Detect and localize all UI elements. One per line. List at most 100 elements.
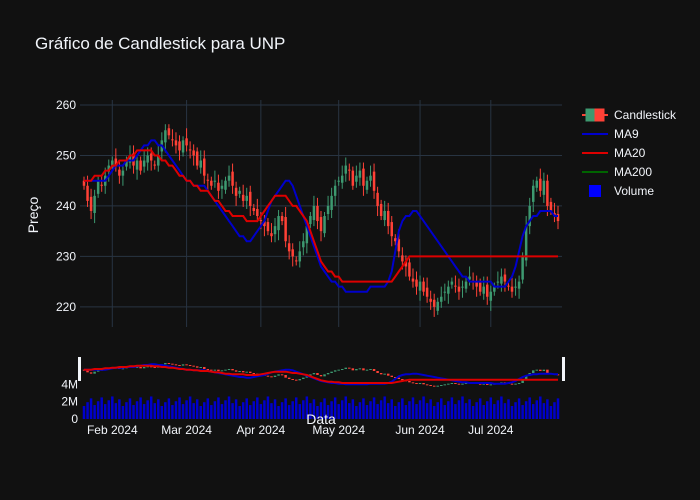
candle-body [323,216,326,234]
volume-bar [107,400,111,419]
x-tick-label: Jul 2024 [468,423,514,437]
candle-body [100,184,103,186]
range-candle [411,382,415,384]
volume-bar [128,398,132,419]
volume-bar [174,401,178,419]
legend-swatch-candle [580,107,610,123]
candle-body [203,158,206,176]
volume-bar [447,401,450,419]
volume-bar [454,404,457,419]
volume-bar [132,405,135,419]
candle-body [390,222,393,237]
volume-bar [440,398,443,419]
volume-tick-label: 0 [71,412,78,426]
candle-body [475,281,478,287]
volume-bar [135,401,139,419]
range-candle [323,374,326,377]
volume-bar [457,400,461,419]
volume-bar [443,405,447,419]
candle-body [337,180,340,182]
range-candle [188,365,192,366]
range-candle [149,366,153,368]
range-candle [270,376,273,378]
volume-bar [241,402,245,419]
candle-body [531,185,535,202]
candle-body [457,286,461,292]
candle-body [213,180,217,182]
range-candle [510,383,514,385]
range-candle [309,374,312,376]
legend-item[interactable]: MA20 [580,143,676,162]
volume-bar [231,403,234,419]
x-tick-label: Apr 2024 [237,423,286,437]
candle-body [287,243,291,252]
range-candle [351,368,355,371]
candle-body [372,171,376,191]
range-ma20-line [84,364,558,384]
range-candle [153,367,156,368]
volume-bar [358,402,362,419]
y-tick-label: 230 [56,249,76,263]
volume-bar [319,402,323,419]
volume-bar [171,405,174,419]
volume-bar [291,401,294,419]
legend-item[interactable]: Volume [580,181,676,200]
candle-body [111,160,114,168]
candle-body [379,203,383,217]
range-candle [383,373,386,375]
candle-body [270,233,273,237]
volume-bar [185,400,188,419]
volume-bar [178,397,181,419]
candle-body [118,169,121,176]
volume-bar [478,398,482,419]
x-axis-title: Data [306,411,336,427]
volume-bar [273,399,277,419]
volume-bar [259,404,263,419]
candle-body [493,286,496,292]
candle-body [256,208,259,217]
volume-bar [224,400,227,419]
range-candle [425,384,429,386]
volume-bar [496,400,500,419]
volume-bar [365,405,369,419]
volume-bar [195,399,199,419]
range-candle [531,370,535,373]
candle-body [142,160,146,167]
candle-body [238,190,241,194]
range-candle [199,367,202,368]
range-candle [121,368,125,370]
candle-body [365,180,369,190]
legend-item[interactable]: MA200 [580,162,676,181]
candle-body [266,222,270,232]
candle-body [348,169,351,171]
candle-body [319,217,323,232]
range-candle [302,377,305,379]
y-axis-title: Preço [25,197,41,234]
candle-body [291,249,294,257]
candle-body [326,205,330,215]
range-candle [312,373,316,375]
candle-body [418,281,422,291]
candle-body [153,164,156,166]
range-candle [146,366,149,368]
candle-body [263,221,266,227]
range-candle [273,375,277,377]
candle-body [277,216,280,231]
volume-bar [220,404,224,419]
candle-body [486,284,489,297]
volume-bar [401,398,404,419]
candle-body [107,165,111,172]
range-candle [234,370,238,372]
candle-body [135,160,139,170]
volume-bar [192,403,195,419]
range-candle [241,371,245,373]
range-candle [280,374,284,376]
candle-body [96,180,100,194]
range-candle [284,375,287,378]
range-candle [379,373,383,375]
legend-item[interactable]: Candlestick [580,105,676,124]
range-candle [521,379,524,383]
range-candle [340,369,344,370]
volume-bar [153,403,156,419]
legend-item[interactable]: MA9 [580,124,676,143]
